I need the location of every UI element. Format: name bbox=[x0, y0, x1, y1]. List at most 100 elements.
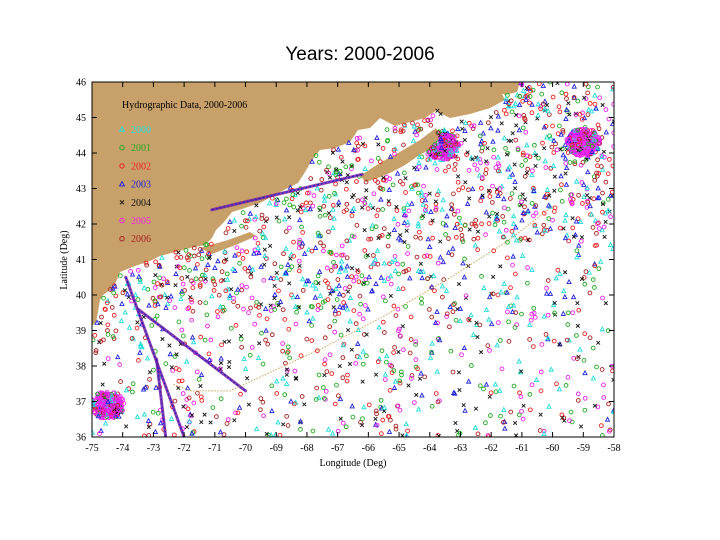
data-point bbox=[551, 150, 557, 155]
data-point bbox=[425, 236, 431, 242]
data-point bbox=[547, 133, 553, 139]
data-point bbox=[530, 87, 536, 93]
data-point bbox=[538, 412, 543, 417]
data-point bbox=[337, 395, 344, 402]
data-point bbox=[561, 415, 567, 421]
data-point bbox=[552, 310, 557, 316]
data-point bbox=[358, 301, 363, 307]
data-point bbox=[582, 95, 587, 100]
data-point bbox=[511, 383, 517, 389]
data-point bbox=[167, 350, 174, 357]
data-point bbox=[355, 269, 361, 274]
data-point bbox=[388, 293, 393, 298]
data-point bbox=[392, 267, 399, 273]
data-point bbox=[239, 287, 245, 293]
data-point bbox=[447, 324, 452, 330]
data-point bbox=[97, 340, 102, 345]
data-point bbox=[596, 141, 601, 147]
data-point bbox=[203, 276, 208, 282]
data-point bbox=[459, 352, 464, 358]
data-point bbox=[277, 432, 283, 437]
data-point bbox=[347, 361, 353, 367]
data-point bbox=[240, 256, 246, 261]
data-point bbox=[560, 415, 565, 420]
data-point bbox=[607, 241, 614, 247]
data-point bbox=[176, 319, 182, 325]
data-point bbox=[346, 139, 352, 145]
data-point bbox=[398, 127, 404, 133]
data-point bbox=[531, 187, 537, 193]
data-point bbox=[105, 408, 110, 413]
data-point bbox=[352, 148, 358, 153]
data-point bbox=[331, 259, 336, 265]
data-point bbox=[413, 234, 419, 240]
data-point bbox=[444, 156, 450, 162]
data-point bbox=[574, 356, 580, 361]
data-point bbox=[344, 273, 351, 279]
data-point bbox=[375, 359, 381, 365]
data-point bbox=[505, 93, 510, 98]
data-point bbox=[262, 262, 267, 267]
data-point bbox=[542, 146, 547, 151]
data-point bbox=[340, 342, 347, 348]
data-point bbox=[558, 147, 563, 152]
data-point bbox=[276, 218, 282, 224]
data-point bbox=[442, 138, 448, 144]
data-point bbox=[225, 417, 231, 423]
data-point bbox=[483, 306, 490, 312]
data-point bbox=[591, 285, 597, 290]
data-point bbox=[403, 304, 408, 309]
data-point bbox=[610, 368, 614, 374]
data-point bbox=[530, 168, 535, 174]
data-point bbox=[543, 290, 550, 296]
data-point bbox=[399, 372, 404, 378]
data-point bbox=[210, 276, 216, 282]
data-point bbox=[480, 145, 485, 150]
data-point bbox=[602, 154, 607, 160]
data-point bbox=[389, 258, 395, 264]
data-point bbox=[253, 213, 259, 220]
data-point bbox=[575, 391, 581, 397]
data-point bbox=[443, 143, 448, 148]
data-point bbox=[400, 324, 405, 329]
data-point bbox=[147, 370, 153, 375]
data-point bbox=[232, 418, 237, 423]
data-point bbox=[557, 109, 563, 115]
data-point bbox=[386, 186, 393, 192]
data-point bbox=[391, 368, 397, 374]
data-point bbox=[381, 175, 386, 180]
data-point bbox=[488, 390, 494, 396]
data-point bbox=[490, 210, 495, 216]
data-point bbox=[245, 268, 251, 274]
data-point bbox=[485, 343, 491, 348]
data-point bbox=[185, 406, 191, 412]
data-point bbox=[579, 276, 585, 282]
data-point bbox=[377, 159, 383, 165]
data-point bbox=[385, 276, 391, 281]
data-point bbox=[334, 382, 339, 388]
data-point bbox=[180, 281, 186, 287]
data-point bbox=[493, 389, 499, 395]
data-point bbox=[333, 172, 339, 178]
data-point bbox=[454, 133, 460, 139]
data-point bbox=[587, 101, 593, 106]
data-point bbox=[407, 350, 413, 356]
data-point bbox=[193, 276, 199, 282]
data-point bbox=[533, 210, 539, 216]
data-point bbox=[215, 314, 221, 320]
data-point bbox=[547, 290, 554, 296]
data-point bbox=[186, 252, 192, 258]
data-point bbox=[401, 207, 407, 213]
data-point bbox=[119, 300, 125, 306]
data-point bbox=[396, 328, 401, 334]
data-point bbox=[586, 131, 592, 136]
data-point bbox=[570, 310, 576, 316]
data-point bbox=[605, 197, 611, 202]
data-point bbox=[413, 341, 418, 347]
data-point bbox=[98, 395, 103, 400]
data-point bbox=[552, 300, 557, 306]
data-point bbox=[570, 145, 575, 151]
data-point bbox=[519, 369, 524, 374]
data-point bbox=[595, 157, 600, 163]
data-point bbox=[223, 288, 229, 294]
